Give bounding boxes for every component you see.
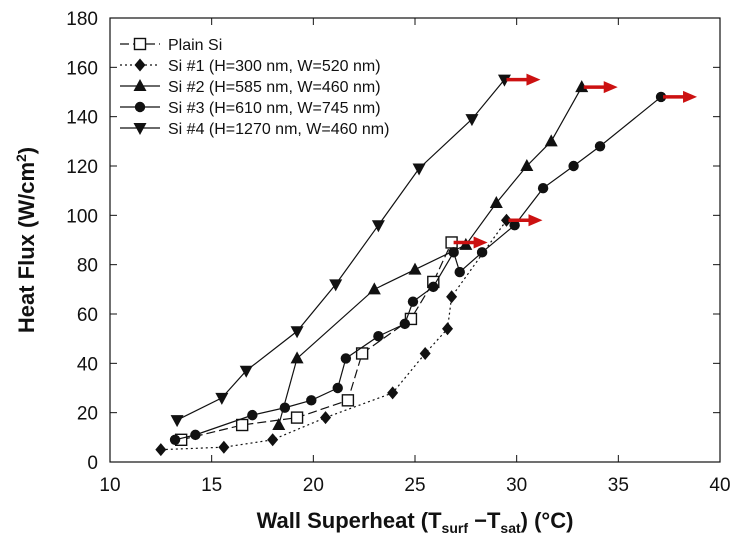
y-tick-label: 100 bbox=[66, 206, 98, 227]
chf-arrow-head bbox=[604, 81, 618, 93]
data-point bbox=[155, 443, 166, 456]
data-point bbox=[446, 290, 457, 303]
legend-label: Si #2 (H=585 nm, W=460 nm) bbox=[168, 79, 381, 96]
y-tick-label: 20 bbox=[77, 404, 98, 425]
data-point bbox=[320, 411, 331, 424]
x-axis-title-main: Wall Superheat (T bbox=[257, 508, 443, 533]
legend-marker bbox=[135, 39, 146, 50]
data-point bbox=[218, 441, 229, 454]
data-point bbox=[333, 383, 343, 393]
data-point bbox=[409, 263, 422, 275]
data-point bbox=[568, 161, 578, 171]
y-tick-label: 60 bbox=[77, 305, 98, 326]
data-point bbox=[190, 430, 200, 440]
legend: Plain Si Si #1 (H=300 nm, W=520 nm) Si #2 … bbox=[120, 37, 389, 138]
chf-arrow-head bbox=[529, 214, 543, 226]
chf-arrow-head bbox=[474, 236, 488, 248]
chf-arrow-head bbox=[526, 74, 540, 86]
legend-entry: Si #4 (H=1270 nm, W=460 nm) bbox=[120, 121, 389, 138]
legend-entry: Si #3 (H=610 nm, W=745 nm) bbox=[120, 100, 381, 117]
legend-entry: Plain Si bbox=[120, 37, 222, 54]
data-point bbox=[291, 326, 304, 338]
legend-marker bbox=[134, 123, 147, 135]
data-point bbox=[442, 322, 453, 335]
y-tick-label: 40 bbox=[77, 354, 98, 375]
legend-label: Si #1 (H=300 nm, W=520 nm) bbox=[168, 58, 381, 75]
x-tick-label: 15 bbox=[201, 475, 222, 496]
y-axis-title-sup: 2 bbox=[13, 154, 29, 162]
y-tick-label: 180 bbox=[66, 9, 98, 30]
x-tick-label: 40 bbox=[709, 475, 730, 496]
x-axis-title-mid: −T bbox=[468, 508, 501, 533]
chf-arrow bbox=[663, 91, 697, 103]
data-point bbox=[342, 395, 353, 406]
data-point bbox=[247, 410, 257, 420]
y-axis-title-main: Heat Flux (W/cm bbox=[14, 162, 39, 333]
data-point bbox=[455, 267, 465, 277]
data-point bbox=[306, 395, 316, 405]
x-tick-label: 25 bbox=[404, 475, 425, 496]
x-tick-label: 35 bbox=[608, 475, 629, 496]
y-axis-title-end: ) bbox=[14, 147, 39, 154]
data-point bbox=[538, 183, 548, 193]
series-group bbox=[155, 214, 512, 456]
legend-marker bbox=[135, 59, 146, 72]
y-tick-label: 0 bbox=[87, 453, 98, 474]
data-point bbox=[341, 353, 351, 363]
data-point bbox=[291, 351, 304, 363]
data-point bbox=[215, 393, 228, 405]
legend-marker bbox=[134, 79, 147, 91]
data-point bbox=[237, 420, 248, 431]
legend-entry: Si #1 (H=300 nm, W=520 nm) bbox=[120, 58, 381, 75]
y-tick-label: 120 bbox=[66, 157, 98, 178]
y-axis-title: Heat Flux (W/cm2) bbox=[13, 147, 39, 333]
data-point bbox=[465, 114, 478, 126]
data-point bbox=[170, 435, 180, 445]
x-axis-title: Wall Superheat (Tsurf −Tsat) (°C) bbox=[257, 508, 574, 533]
data-point bbox=[595, 141, 605, 151]
data-point bbox=[372, 220, 385, 232]
x-axis-title-end: ) (°C) bbox=[521, 508, 574, 533]
data-point bbox=[400, 319, 410, 329]
data-point bbox=[545, 134, 558, 146]
y-tick-label: 140 bbox=[66, 108, 98, 129]
legend-entry: Si #2 (H=585 nm, W=460 nm) bbox=[120, 79, 381, 96]
legend-label: Plain Si bbox=[168, 37, 222, 54]
data-point bbox=[448, 247, 458, 257]
data-point bbox=[413, 163, 426, 175]
legend-label: Si #3 (H=610 nm, W=745 nm) bbox=[168, 100, 381, 117]
data-point bbox=[280, 403, 290, 413]
x-tick-label: 30 bbox=[506, 475, 527, 496]
legend-label: Si #4 (H=1270 nm, W=460 nm) bbox=[168, 121, 389, 138]
data-point bbox=[387, 386, 398, 399]
data-point bbox=[292, 412, 303, 423]
data-point bbox=[408, 296, 418, 306]
data-point bbox=[373, 331, 383, 341]
x-tick-label: 20 bbox=[303, 475, 324, 496]
data-point bbox=[428, 282, 438, 292]
x-axis-title-sub1: surf bbox=[442, 520, 469, 533]
x-tick-label: 10 bbox=[99, 475, 120, 496]
x-axis-title-sub2: sat bbox=[500, 520, 521, 533]
y-tick-label: 160 bbox=[66, 58, 98, 79]
data-point bbox=[267, 433, 278, 446]
y-tick-label: 80 bbox=[77, 256, 98, 277]
chf-arrow bbox=[506, 74, 540, 86]
data-point bbox=[171, 415, 184, 427]
data-point bbox=[477, 247, 487, 257]
chf-arrow-head bbox=[683, 91, 697, 103]
axis-ticks: 10 15 20 25 30 35 40 0 20 40 60 80 100 120 140 160 180 bbox=[66, 9, 730, 496]
data-point bbox=[368, 282, 381, 294]
legend-marker bbox=[135, 102, 145, 112]
chf-arrow bbox=[584, 81, 618, 93]
